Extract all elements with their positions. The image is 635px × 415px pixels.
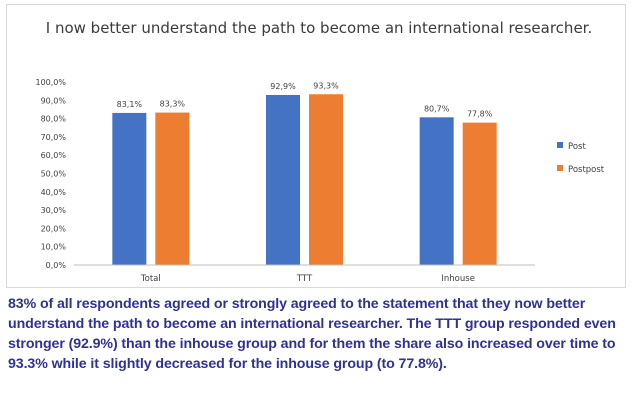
y-tick-label: 0,0% <box>46 261 67 270</box>
legend-swatch-postpost <box>557 165 563 171</box>
bar-post-ttt <box>266 94 300 265</box>
y-tick-label: 30,0% <box>41 206 67 215</box>
bar-postpost-inhouse <box>462 122 497 265</box>
y-tick-label: 40,0% <box>41 188 67 197</box>
y-tick-label: 10,0% <box>41 243 67 252</box>
y-tick-label: 100,0% <box>35 78 66 87</box>
bar-chart: I now better understand the path to beco… <box>35 19 605 284</box>
legend: Post Postpost <box>557 142 605 175</box>
y-tick-label: 60,0% <box>41 151 67 160</box>
y-tick-label: 90,0% <box>41 96 67 105</box>
chart-caption: 83% of all respondents agreed or strongl… <box>8 296 616 372</box>
chart-title: I now better understand the path to beco… <box>46 19 592 37</box>
data-label: 93,3% <box>313 81 339 90</box>
bar-post-total <box>112 112 147 265</box>
bar-post-inhouse <box>419 117 454 265</box>
chart-container: I now better understand the path to beco… <box>6 4 626 288</box>
data-label: 83,3% <box>160 100 186 109</box>
x-tick-label: Inhouse <box>441 274 475 284</box>
legend-label: Postpost <box>568 165 605 175</box>
y-axis: 0,0% 10,0% 20,0% 30,0% 40,0% 50,0% 60,0% 70,0% 8… <box>35 78 66 270</box>
x-axis: Total TTT Inhouse <box>74 264 535 284</box>
data-label: 92,9% <box>270 82 296 91</box>
data-label: 80,7% <box>424 104 450 113</box>
bars-group: 83,1% 83,3% 92,9% 93,3% 80,7% 77,8% <box>112 81 497 265</box>
y-tick-label: 80,0% <box>41 115 67 124</box>
y-tick-label: 50,0% <box>41 170 67 179</box>
data-label: 83,1% <box>117 100 143 109</box>
x-tick-label: Total <box>140 274 161 284</box>
legend-label: Post <box>568 142 586 152</box>
bar-postpost-ttt <box>309 94 343 265</box>
y-tick-label: 70,0% <box>41 133 67 142</box>
data-label: 77,8% <box>467 110 493 119</box>
legend-swatch-post <box>557 142 563 148</box>
x-tick-label: TTT <box>296 274 313 284</box>
y-tick-label: 20,0% <box>41 224 67 233</box>
bar-postpost-total <box>155 112 190 265</box>
